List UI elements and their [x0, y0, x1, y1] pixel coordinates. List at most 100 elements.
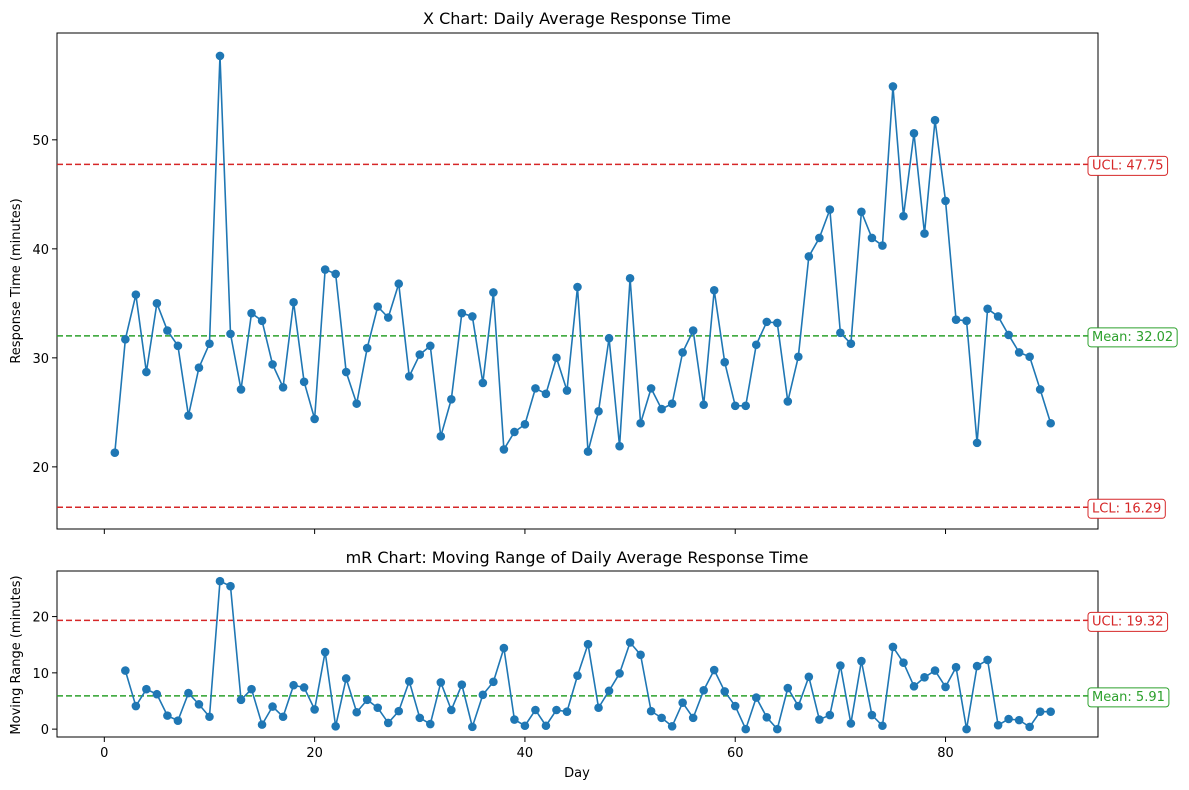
x-chart-data-point [772, 318, 782, 328]
mr-chart-mean-label-box [1087, 687, 1170, 708]
x-chart-data-point [1035, 385, 1045, 394]
mr-chart-data-point [899, 658, 908, 668]
mr-chart-data-point [720, 687, 730, 696]
mr-chart-data-point [983, 655, 992, 665]
mr-chart-data-point [583, 639, 593, 649]
x-chart-data-point [447, 394, 456, 404]
x-chart-data-point [268, 360, 277, 369]
x-chart-data-point [173, 341, 183, 351]
mr-chart-data-point [394, 706, 404, 716]
x-chart-data-point [741, 401, 751, 411]
mr-chart-data-point [562, 707, 572, 716]
x-chart-y-axis-label: Response Time (minutes) [9, 198, 24, 363]
x-chart-data-point [541, 389, 551, 399]
x-chart-data-point [299, 377, 309, 387]
x-chart-data-point [215, 51, 225, 61]
mr-chart-data-point [299, 683, 309, 692]
mr-chart-data-point [552, 705, 561, 715]
x-chart-axes-frame [56, 32, 1099, 530]
x-chart-data-point [121, 335, 130, 344]
x-chart-data-point [404, 372, 414, 381]
mr-chart-data-point [836, 661, 845, 670]
mr-chart-data-point [951, 662, 961, 672]
x-chart-data-point [205, 339, 214, 348]
x-chart-data-point [857, 207, 866, 217]
x-chart-data-point [520, 420, 530, 429]
mr-chart-data-point [636, 650, 645, 660]
x-chart-data-point [289, 297, 298, 307]
mr-chart-data-point [993, 720, 1003, 730]
mr-chart-mean-label: Mean: 5.91 [1092, 690, 1165, 705]
x-chart-y-tick-label: 30 [32, 352, 49, 367]
mr-chart-data-point [594, 703, 603, 713]
x-chart-data-point [794, 352, 803, 362]
mr-chart-data-point [278, 712, 288, 722]
mr-chart-data-point [163, 711, 172, 720]
mr-chart-data-point [657, 713, 666, 723]
mr-chart-data-point [257, 720, 267, 729]
mr-chart-data-point [142, 684, 151, 694]
x-chart-data-point [552, 353, 561, 363]
x-chart-data-point [751, 340, 761, 350]
x-chart-data-point [983, 304, 992, 314]
x-chart-data-point [1004, 330, 1013, 340]
x-chart-data-point [667, 399, 677, 408]
x-chart-y-tick-label: 20 [32, 461, 49, 476]
x-chart-mean-label: Mean: 32.02 [1092, 330, 1173, 345]
x-chart-data-point [783, 397, 793, 406]
mr-chart-data-point [499, 643, 509, 653]
mr-chart-data-point [867, 710, 877, 720]
x-chart-data-point [415, 350, 425, 359]
mr-chart-x-tick-label: 80 [937, 746, 954, 761]
mr-chart-data-point [741, 724, 751, 734]
x-chart-data-point [436, 432, 446, 441]
x-chart-data-point [499, 445, 509, 454]
mr-chart-data-point [531, 705, 540, 715]
x-chart-data-point [699, 400, 708, 410]
x-chart-data-point [331, 269, 340, 279]
mr-chart-data-point [1035, 707, 1045, 716]
x-chart-data-point [110, 448, 120, 457]
mr-chart-data-point [678, 698, 687, 707]
mr-chart-data-point [352, 707, 361, 717]
mr-chart-data-point [699, 685, 708, 695]
mr-chart-data-point [194, 700, 204, 709]
x-chart-lcl-label-box [1087, 498, 1166, 519]
x-chart-data-point [646, 384, 656, 393]
mr-chart-data-point [688, 713, 698, 723]
mr-chart-data-point [226, 581, 235, 591]
x-chart-data-point [510, 427, 519, 437]
x-chart-data-point [604, 333, 614, 343]
mr-chart-data-point [383, 718, 393, 728]
mr-chart-axes-frame [56, 570, 1099, 738]
mr-chart-y-tick-label: 20 [32, 611, 49, 626]
x-chart-data-point [573, 282, 582, 292]
mr-chart-data-point [1046, 707, 1055, 716]
mr-chart-data-point [888, 642, 898, 652]
mr-chart-x-tick-label: 40 [517, 746, 534, 761]
mr-chart-data-point [268, 702, 277, 711]
x-chart-data-point [152, 299, 162, 308]
x-chart-data-point [909, 128, 919, 138]
x-chart-data-point [594, 406, 603, 416]
mr-chart-data-point [436, 678, 446, 687]
mr-chart-data-point [846, 719, 856, 728]
mr-chart-data-point [205, 712, 214, 722]
x-chart-data-point [709, 285, 719, 295]
mr-chart-data-point [772, 724, 782, 734]
mr-chart-data-point [709, 665, 719, 675]
x-chart-data-point [993, 312, 1003, 321]
x-chart-data-point [341, 367, 351, 377]
x-chart-data-point [878, 241, 887, 250]
x-chart-data-point [920, 229, 929, 238]
mr-chart-data-point [783, 683, 793, 693]
mr-chart-data-point [362, 695, 372, 705]
mr-chart-plot-area: 0 10 20 0 20 40 60 80 UCL: 19.32 Mean: 5.91 [32, 570, 1170, 761]
x-chart-data-point [352, 399, 361, 408]
mr-chart-data-point [730, 701, 740, 711]
mr-chart-y-tick-label: 0 [41, 723, 49, 738]
x-chart-data-point [394, 279, 404, 289]
mr-chart-data-point [152, 689, 162, 699]
mr-chart-data-point [331, 722, 340, 731]
